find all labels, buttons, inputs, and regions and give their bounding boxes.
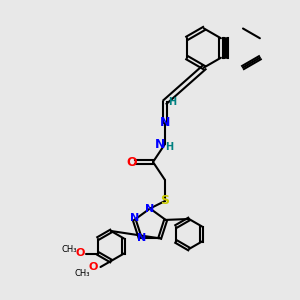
Text: O: O [127, 155, 137, 169]
Text: H: H [165, 142, 174, 152]
Text: N: N [130, 213, 139, 224]
Text: H: H [168, 97, 177, 107]
Text: N: N [146, 203, 154, 214]
Text: N: N [154, 137, 165, 151]
Text: CH₃: CH₃ [75, 268, 90, 278]
Text: CH₃: CH₃ [62, 244, 77, 253]
Text: S: S [160, 194, 169, 208]
Text: N: N [160, 116, 170, 130]
Text: O: O [88, 262, 98, 272]
Text: O: O [75, 248, 85, 259]
Text: N: N [137, 233, 146, 243]
